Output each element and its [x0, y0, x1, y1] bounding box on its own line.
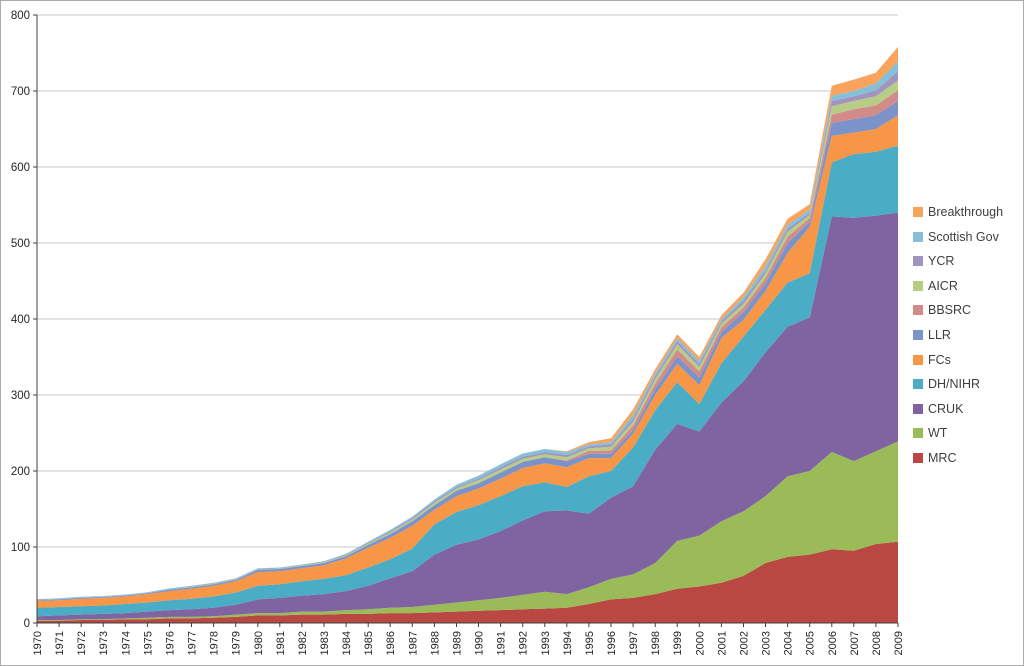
legend-item-dh-nihr: DH/NIHR [913, 377, 980, 391]
x-axis-label-1994: 1994 [562, 631, 574, 655]
legend-swatch-icon [913, 280, 923, 291]
x-axis-label-2009: 2009 [893, 631, 905, 655]
legend-swatch-icon [913, 330, 923, 340]
x-axis-label-1992: 1992 [518, 631, 530, 655]
area-series-dh-nihr [37, 145, 898, 617]
y-axis-label-300: 300 [11, 390, 30, 402]
legend-item-llr: LLR [913, 328, 951, 342]
legend-item-mrc: MRC [913, 451, 956, 465]
legend-label: WT [928, 426, 948, 441]
x-axis-label-1991: 1991 [496, 631, 508, 655]
x-axis-label-1983: 1983 [319, 631, 331, 655]
legend-item-breakthrough: Breakthrough [913, 205, 1003, 219]
legend-label: YCR [928, 254, 955, 269]
area-series-cruk [37, 212, 898, 620]
area-series-mrc [37, 541, 898, 623]
x-axis-label-1988: 1988 [429, 631, 441, 655]
x-axis-label-1987: 1987 [407, 631, 419, 655]
x-axis-label-2000: 2000 [694, 631, 706, 655]
y-axis-label-800: 800 [11, 10, 30, 22]
x-axis-label-2007: 2007 [849, 631, 861, 655]
x-axis-label-1977: 1977 [187, 631, 199, 655]
x-axis-label-1984: 1984 [341, 631, 353, 655]
legend-label: Breakthrough [928, 205, 1004, 219]
y-axis-label-400: 400 [11, 314, 30, 326]
legend-swatch-icon [913, 207, 923, 217]
x-axis-label-1995: 1995 [584, 631, 596, 655]
x-axis-label-2006: 2006 [827, 631, 839, 655]
y-axis-label-600: 600 [11, 162, 30, 174]
legend-item-fcs: FCs [913, 353, 951, 367]
x-axis-label-1980: 1980 [253, 631, 265, 655]
legend-item-bbsrc: BBSRC [913, 303, 971, 317]
x-axis-label-1996: 1996 [606, 631, 618, 655]
legend-label: LLR [928, 328, 951, 342]
legend-label: CRUK [928, 401, 964, 416]
x-axis-label-2005: 2005 [805, 631, 817, 655]
x-axis-label-2002: 2002 [739, 631, 751, 655]
legend-item-wt: WT [913, 426, 947, 440]
y-axis-label-200: 200 [11, 466, 30, 478]
legend-swatch-icon [913, 354, 923, 365]
legend-label: FCs [928, 352, 951, 367]
legend-swatch-icon [913, 256, 923, 267]
legend-label: BBSRC [928, 303, 972, 318]
x-axis-label-1990: 1990 [474, 631, 486, 655]
legend-item-cruk: CRUK [913, 402, 963, 416]
x-axis-label-1972: 1972 [76, 631, 88, 655]
area-series-wt [37, 441, 898, 621]
legend-label: MRC [928, 451, 957, 465]
x-axis-label-1974: 1974 [120, 631, 132, 655]
legend-swatch-icon [913, 428, 923, 439]
x-axis-label-1999: 1999 [672, 631, 684, 655]
legend-label: Scottish Gov [928, 229, 999, 244]
y-axis-label-700: 700 [11, 86, 30, 98]
x-axis-label-1971: 1971 [54, 631, 66, 655]
y-axis-label-100: 100 [11, 542, 30, 554]
x-axis-label-2008: 2008 [871, 631, 883, 655]
x-axis-label-1997: 1997 [628, 631, 640, 655]
y-axis-label-500: 500 [11, 238, 30, 250]
legend-swatch-icon [913, 379, 923, 390]
x-axis-label-1973: 1973 [98, 631, 110, 655]
x-axis-label-1978: 1978 [209, 631, 221, 655]
x-axis-label-1976: 1976 [165, 631, 177, 655]
legend-item-ycr: YCR [913, 254, 954, 268]
x-axis-label-2003: 2003 [761, 631, 773, 655]
y-axis-label-0: 0 [24, 618, 30, 630]
legend-swatch-icon [913, 305, 923, 316]
x-axis-label-2004: 2004 [783, 631, 795, 655]
x-axis-label-1989: 1989 [452, 631, 464, 655]
legend-item-scottish-gov: Scottish Gov [913, 230, 999, 244]
x-axis-label-1985: 1985 [363, 631, 375, 655]
legend-label: AICR [928, 278, 958, 293]
chart-legend: Breakthrough Scottish Gov YCR AICR BBSRC LLR F… [907, 1, 1023, 665]
legend-item-aicr: AICR [913, 279, 958, 293]
legend-label: DH/NIHR [928, 377, 981, 392]
x-axis-label-1981: 1981 [275, 631, 287, 655]
x-axis-label-1986: 1986 [385, 631, 397, 655]
x-axis-label-1993: 1993 [540, 631, 552, 655]
legend-swatch-icon [913, 231, 923, 242]
x-axis-label-1970: 1970 [32, 631, 44, 655]
legend-swatch-icon [913, 453, 923, 463]
legend-swatch-icon [913, 403, 923, 414]
x-axis-label-1998: 1998 [650, 631, 662, 655]
x-axis-label-1975: 1975 [142, 631, 154, 655]
x-axis-label-1982: 1982 [297, 631, 309, 655]
x-axis-label-2001: 2001 [716, 631, 728, 655]
x-axis-label-1979: 1979 [231, 631, 243, 655]
